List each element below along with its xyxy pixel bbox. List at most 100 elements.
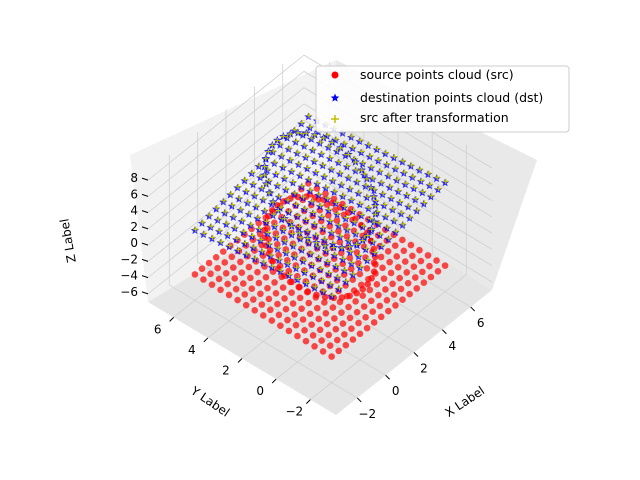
- transformed-point: [292, 127, 298, 133]
- dst-point: [293, 212, 302, 221]
- dst-point: [313, 179, 322, 188]
- src-point: [319, 348, 327, 355]
- dst-point: [226, 190, 235, 199]
- dst-point: [330, 251, 339, 260]
- dst-point: [377, 179, 386, 187]
- src-point: [285, 267, 293, 275]
- src-point: [272, 230, 280, 237]
- transformed-point: [402, 169, 408, 175]
- dst-point: [354, 189, 363, 197]
- x-tick-mark: [470, 306, 476, 312]
- transformed-point: [356, 252, 362, 258]
- transformed-point: [242, 176, 248, 182]
- transformed-point: [258, 173, 264, 179]
- transformed-point: [322, 243, 328, 249]
- dst-point: [347, 259, 356, 268]
- src-point: [416, 246, 423, 254]
- src-point: [396, 274, 403, 282]
- transformed-point: [309, 135, 315, 141]
- dst-point: [233, 246, 242, 255]
- dst-point: [398, 157, 407, 166]
- dst-point: [372, 145, 381, 154]
- src-point: [271, 279, 278, 286]
- floor-pane: [148, 190, 492, 415]
- transformed-point: [319, 277, 325, 283]
- src-point: [400, 247, 408, 255]
- transformed-point: [365, 232, 371, 238]
- dst-point: [304, 112, 313, 121]
- transformed-point: [345, 226, 351, 232]
- transformed-point: [201, 230, 207, 236]
- dst-point: [273, 181, 282, 190]
- dst-point: [379, 201, 389, 210]
- transformed-point: [413, 196, 419, 202]
- dst-point: [423, 170, 433, 178]
- transformed-point: [316, 254, 322, 260]
- dst-point: [338, 129, 347, 137]
- dst-point: [362, 193, 371, 202]
- src-point: [232, 285, 240, 293]
- dst-point: [283, 133, 292, 142]
- src-point: [305, 299, 313, 307]
- x-tick-label: 2: [420, 362, 428, 376]
- transformed-point: [245, 199, 251, 205]
- transformed-point: [299, 120, 305, 126]
- dst-point: [304, 239, 313, 247]
- transformed-point: [369, 226, 375, 232]
- transformed-point: [301, 257, 307, 263]
- src-point: [234, 296, 241, 304]
- transformed-point: [318, 265, 324, 271]
- transformed-point: [193, 226, 199, 232]
- gridline-x: [282, 64, 471, 308]
- dst-point: [357, 148, 366, 157]
- src-point: [271, 219, 278, 226]
- src-point: [259, 312, 267, 319]
- src-point: [298, 305, 305, 312]
- transformed-point: [292, 253, 298, 259]
- dst-point: [205, 212, 214, 220]
- src-point: [326, 342, 334, 350]
- dst-point: [303, 164, 312, 173]
- src-point: [368, 275, 375, 282]
- transformed-point: [392, 217, 398, 223]
- src-point: [225, 291, 233, 299]
- transformed-point: [286, 208, 292, 214]
- dst-point: [328, 176, 337, 185]
- transformed-point: [308, 187, 314, 193]
- transformed-point: [386, 235, 392, 241]
- transformed-point: [305, 228, 311, 234]
- transformed-point: [298, 235, 304, 241]
- transformed-point: [295, 130, 301, 136]
- dst-point: [304, 175, 313, 184]
- transformed-point: [427, 181, 433, 187]
- dst-point: [293, 149, 302, 157]
- src-point: [256, 230, 264, 238]
- transformed-point: [275, 208, 281, 214]
- dst-point: [246, 221, 255, 230]
- dst-point: [297, 182, 306, 191]
- dst-point: [232, 235, 241, 244]
- dst-point: [359, 170, 369, 179]
- transformed-point: [278, 141, 284, 147]
- transformed-point: [394, 176, 400, 182]
- src-point: [322, 309, 330, 317]
- transformed-point: [276, 193, 282, 199]
- dst-point: [281, 185, 290, 194]
- src-point: [411, 274, 419, 281]
- dst-point: [331, 199, 340, 208]
- src-point: [403, 269, 411, 276]
- dst-point: [331, 262, 340, 271]
- src-point: [247, 274, 254, 282]
- src-point: [427, 273, 435, 281]
- dst-point: [426, 192, 435, 201]
- transformed-point: [392, 154, 398, 160]
- transformed-point: [262, 207, 268, 213]
- src-point: [275, 311, 283, 319]
- src-point: [272, 289, 280, 297]
- transformed-point: [360, 237, 366, 243]
- src-point: [409, 252, 416, 260]
- transformed-point: [364, 176, 370, 182]
- dst-point: [263, 229, 272, 238]
- dst-point: [284, 208, 293, 217]
- transformed-point: [312, 157, 318, 163]
